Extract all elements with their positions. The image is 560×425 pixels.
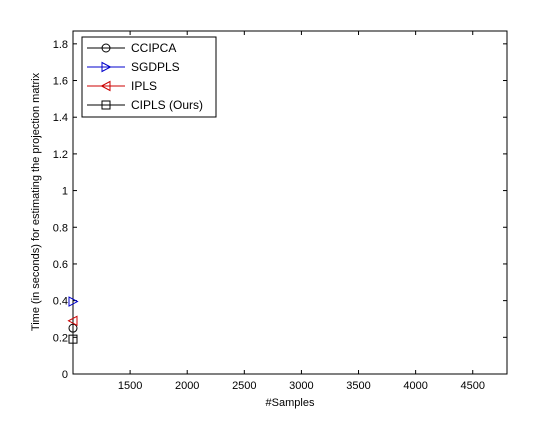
- y-tick-label: 0: [62, 369, 68, 381]
- legend-label: IPLS: [131, 79, 157, 93]
- x-tick-label: 3000: [289, 380, 313, 392]
- legend-label: SGDPLS: [131, 60, 180, 74]
- y-axis-ticks: 0 0.2 0.4 0.6 0.8 1 1.2 1.4 1.6 1.8: [53, 39, 507, 381]
- x-tick-label: 1500: [118, 380, 142, 392]
- y-tick-label: 1.2: [53, 149, 68, 161]
- x-tick-label: 2500: [232, 380, 256, 392]
- y-tick-label: 0.8: [53, 222, 68, 234]
- data-point-cipls-ours: [68, 334, 78, 344]
- legend-marker: [100, 80, 111, 92]
- legend-marker: [101, 100, 111, 110]
- x-tick-label: 4500: [460, 380, 484, 392]
- x-tick-label: 3500: [346, 380, 370, 392]
- data-point-ipls: [67, 315, 78, 327]
- y-tick-label: 1: [62, 186, 68, 198]
- data-point-ccipca: [68, 323, 78, 333]
- x-axis-label: #Samples: [266, 397, 315, 409]
- y-axis-label: Time (in seconds) for estimating the pro…: [30, 72, 42, 331]
- x-axis-ticks: 1500 2000 2500 3000 3500 4000 4500: [118, 31, 485, 392]
- legend-marker: [101, 61, 112, 73]
- legend: CCIPCA SGDPLS IPLS CIPLS (Ours): [81, 36, 217, 118]
- x-tick-label: 4000: [403, 380, 427, 392]
- legend-box: [81, 36, 217, 118]
- x-tick-label: 2000: [175, 380, 199, 392]
- y-tick-label: 1.8: [53, 39, 68, 51]
- data-point-sgdpls: [68, 296, 79, 307]
- legend-label: CIPLS (Ours): [131, 98, 203, 112]
- y-tick-label: 1.4: [53, 112, 68, 124]
- y-tick-label: 0.4: [53, 296, 68, 308]
- y-tick-label: 0.6: [53, 259, 68, 271]
- y-tick-label: 0.2: [53, 332, 68, 344]
- y-tick-label: 1.6: [53, 76, 68, 88]
- legend-marker: [101, 43, 111, 53]
- data-points: [67, 296, 79, 344]
- legend-label: CCIPCA: [131, 41, 176, 55]
